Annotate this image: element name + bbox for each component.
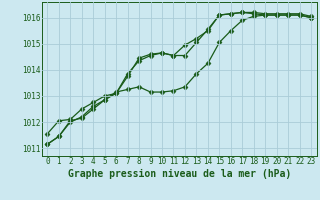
X-axis label: Graphe pression niveau de la mer (hPa): Graphe pression niveau de la mer (hPa) [68, 169, 291, 179]
